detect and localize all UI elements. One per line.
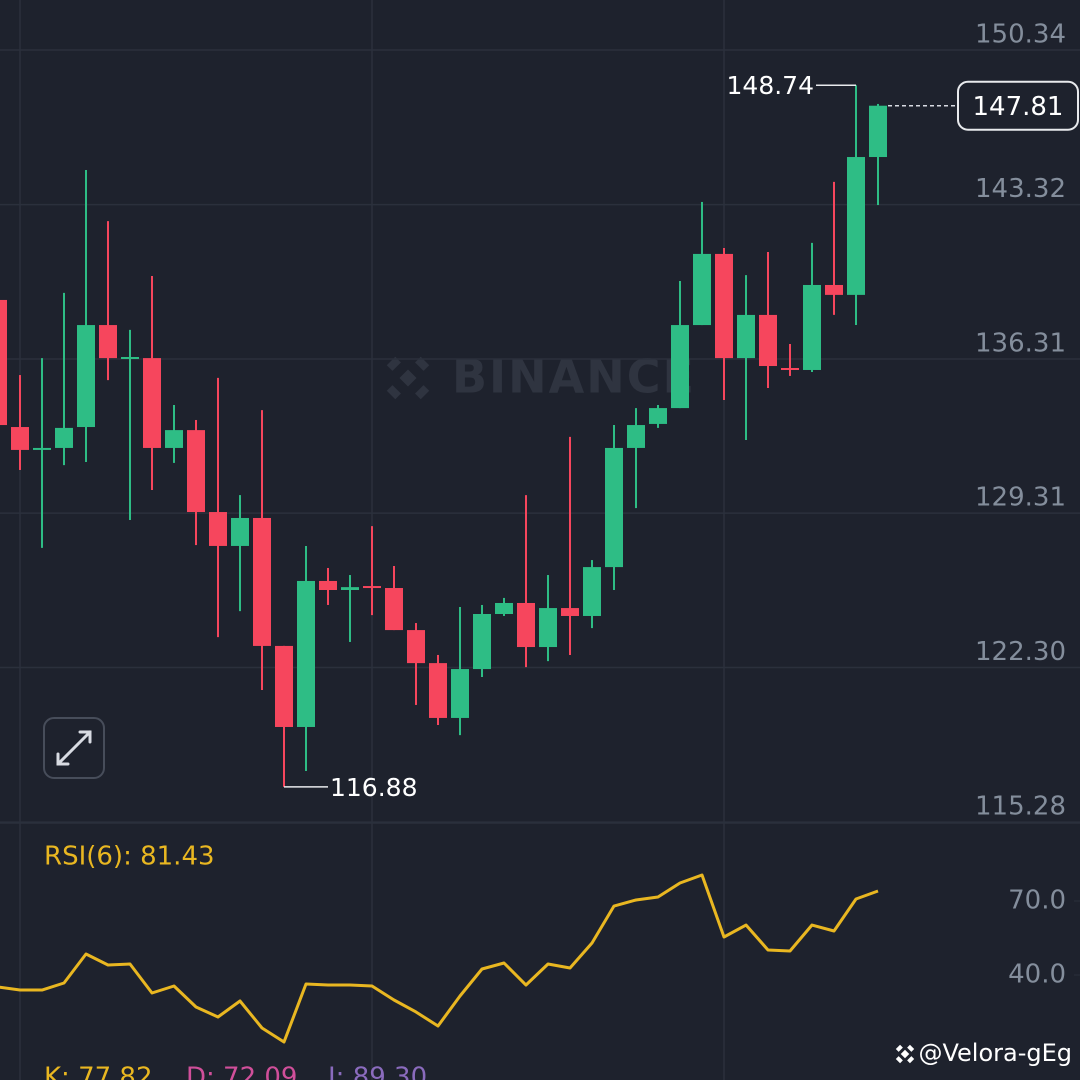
y-tick-label: 143.32 <box>975 174 1066 204</box>
candle-body <box>847 157 865 295</box>
expand-button[interactable] <box>43 717 105 779</box>
candle-body <box>715 253 733 359</box>
y-tick-label: 122.30 <box>975 637 1066 667</box>
candle-body <box>231 517 249 546</box>
expand-icon[interactable] <box>56 730 92 766</box>
candle-body <box>561 608 579 616</box>
y-tick-label: 70.0 <box>1008 886 1066 916</box>
candle-body <box>737 314 755 359</box>
candle-body <box>451 669 469 718</box>
candle-body <box>187 430 205 513</box>
candle-body <box>825 284 843 295</box>
candle-body <box>363 586 381 589</box>
low-label: 116.88 <box>330 773 417 802</box>
candle-body <box>627 425 645 448</box>
candle-body <box>11 427 29 450</box>
candle-body <box>341 587 359 590</box>
rsi-line <box>0 873 879 1044</box>
candle-body <box>693 253 711 326</box>
price-box <box>957 80 1079 131</box>
candle-body <box>143 358 161 448</box>
candle-body <box>517 602 535 648</box>
price-label: 147.81 <box>973 92 1064 122</box>
y-tick-label: 129.31 <box>975 483 1066 513</box>
kdj-label: D: 72.09 <box>186 1063 297 1080</box>
credit-text: @Velora-gEg <box>918 1039 1072 1067</box>
candle-body <box>209 512 227 546</box>
candle-body <box>33 447 51 450</box>
candle-body <box>869 105 887 158</box>
candle-body <box>253 517 271 646</box>
y-tick-label: 136.31 <box>975 328 1066 358</box>
y-tick-label: 115.28 <box>975 792 1066 822</box>
kdj-label: K: 77.82 <box>44 1063 153 1080</box>
candle-body <box>297 580 315 727</box>
candle-body <box>99 325 117 359</box>
candle-body <box>385 588 403 631</box>
candle-body <box>781 368 799 371</box>
candle-body <box>165 430 183 448</box>
high-label: 148.74 <box>727 71 814 100</box>
candle-body <box>539 608 557 648</box>
candle-body <box>759 314 777 367</box>
candle-body <box>803 284 821 370</box>
candle-body <box>77 325 95 428</box>
candle-body <box>649 408 667 424</box>
candle-body <box>473 614 491 670</box>
credit: @Velora-gEg <box>895 1039 1072 1067</box>
candle-body <box>429 663 447 718</box>
candle-body <box>671 325 689 409</box>
kdj-label: J: 89.30 <box>326 1063 427 1080</box>
y-tick-label: 40.0 <box>1008 960 1066 990</box>
candle-body <box>583 567 601 616</box>
candle-body <box>495 602 513 615</box>
candle-body <box>319 580 337 590</box>
candle-body <box>55 427 73 448</box>
candle-body <box>121 356 139 359</box>
candle-body <box>0 299 7 426</box>
indicator-title: RSI(6): 81.43 <box>44 842 215 872</box>
watermark-text: BINANCE <box>452 350 696 404</box>
y-tick-label: 150.34 <box>975 19 1066 49</box>
plot-layer: 150.34 143.32 136.31 129.31 122.30 115.28 148.… <box>0 19 1080 1044</box>
candle-body <box>275 645 293 727</box>
candle-body <box>605 447 623 568</box>
candle-body <box>407 630 425 664</box>
